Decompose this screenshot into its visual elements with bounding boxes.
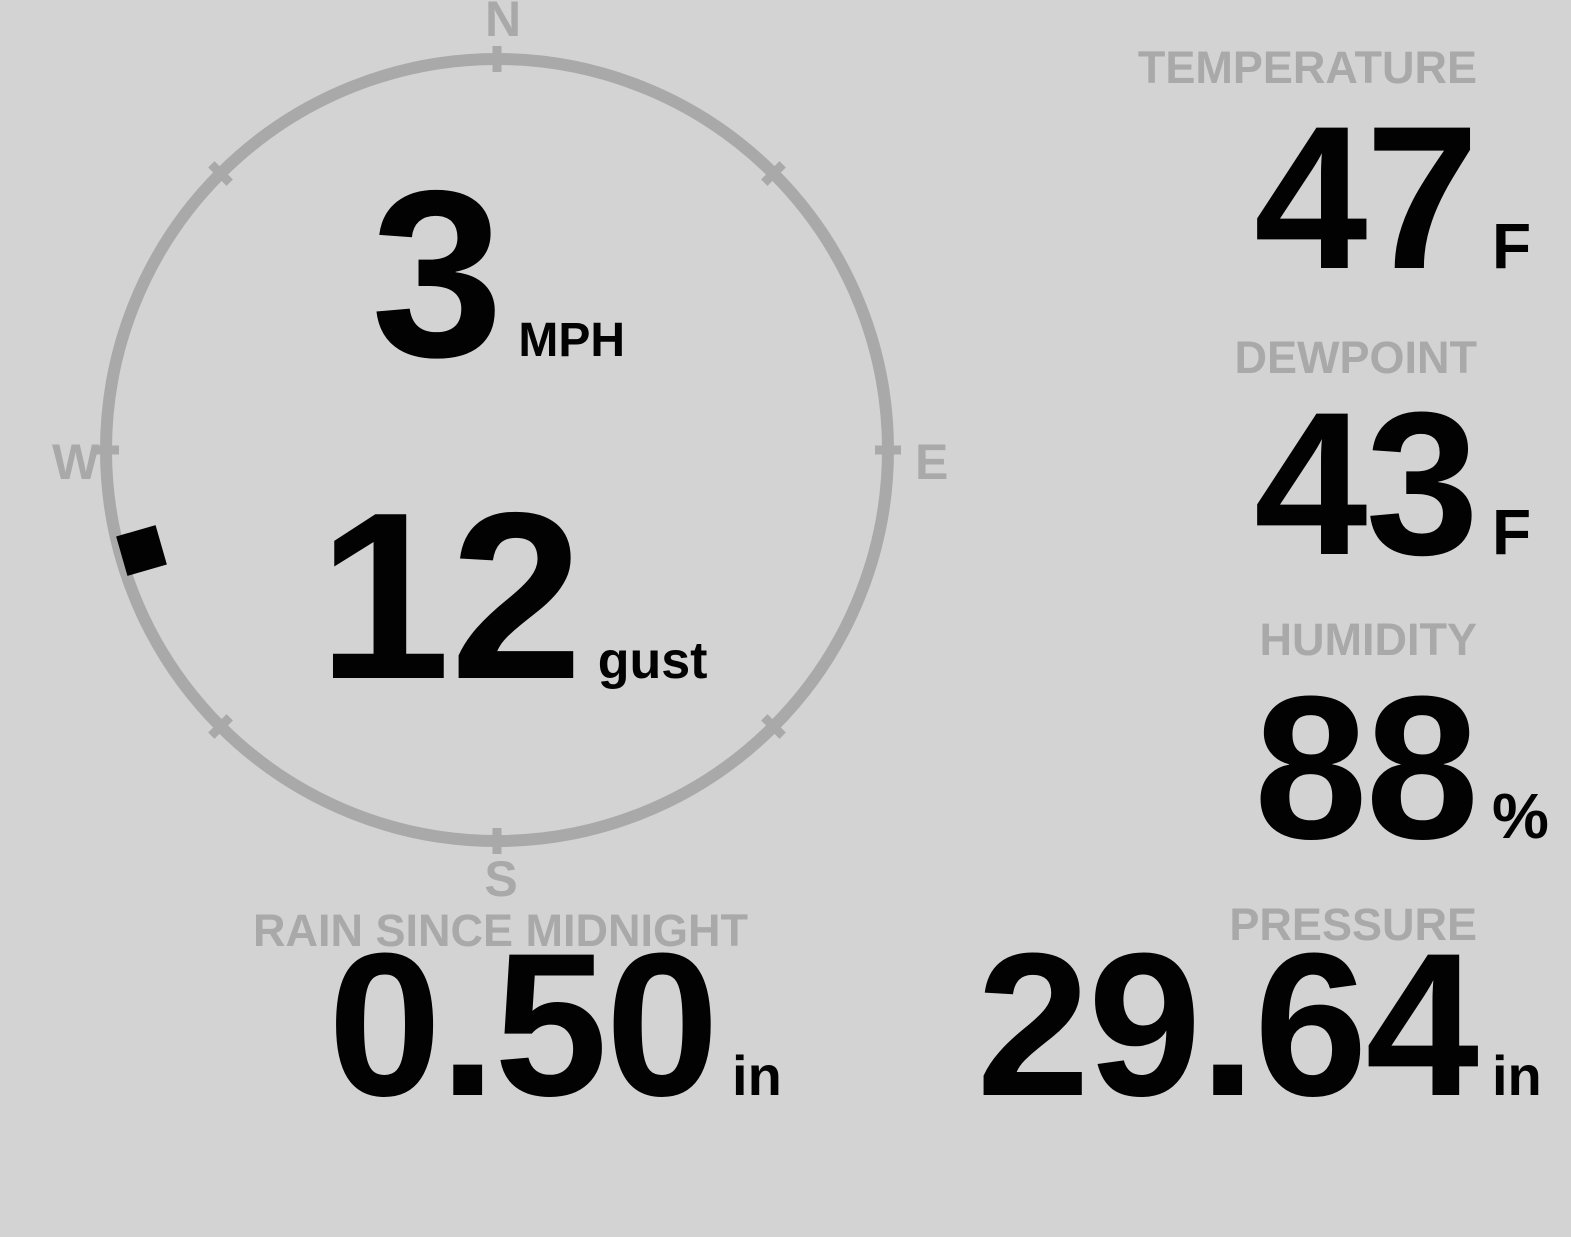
compass-label-north: N	[484, 0, 522, 47]
wind-speed-group: 3 MPH	[371, 156, 625, 394]
dewpoint-value-row: 43 F	[1235, 382, 1553, 586]
dewpoint-unit: F	[1492, 496, 1532, 568]
wind-gust-value: 12	[318, 464, 583, 729]
compass-tick-n	[492, 46, 502, 72]
compass-label-south: S	[484, 851, 518, 907]
rain-value-row: 0.50 in	[328, 923, 782, 1127]
metric-humidity: HUMIDITY 88 %	[1254, 617, 1552, 870]
dewpoint-value: 43	[1254, 370, 1479, 598]
pressure-label: PRESSURE	[1229, 899, 1477, 950]
temperature-label: TEMPERATURE	[1137, 42, 1477, 93]
humidity-label: HUMIDITY	[1259, 614, 1478, 665]
pressure-unit: in	[1492, 1044, 1542, 1107]
temperature-unit: F	[1492, 210, 1532, 282]
compass-label-west: W	[52, 434, 100, 490]
humidity-value-row: 88 %	[1254, 666, 1552, 870]
temperature-value: 47	[1254, 84, 1479, 312]
wind-gust-group: 12 gust	[318, 478, 708, 716]
humidity-value: 88	[1254, 654, 1479, 882]
wind-compass-gauge: N E S W 3 MPH 12 gust	[52, 0, 948, 904]
temperature-value-row: 47 F	[1138, 96, 1552, 300]
wind-speed-unit: MPH	[518, 314, 626, 367]
dewpoint-label: DEWPOINT	[1234, 332, 1478, 383]
rain-unit: in	[732, 1044, 782, 1107]
metric-temperature: TEMPERATURE 47 F	[1138, 45, 1552, 300]
pressure-value-row: 29.64 in	[977, 923, 1553, 1127]
rain-label: RAIN SINCE MIDNIGHT	[253, 905, 748, 956]
wind-gust-unit: gust	[597, 632, 708, 690]
metric-dewpoint: DEWPOINT 43 F	[1235, 335, 1553, 586]
compass-tick-e	[875, 445, 901, 455]
pressure-value: 29.64	[976, 911, 1479, 1139]
rain-value: 0.50	[328, 911, 719, 1139]
wind-speed-value: 3	[371, 142, 504, 407]
humidity-unit: %	[1492, 780, 1549, 852]
compass-label-east: E	[915, 434, 949, 490]
